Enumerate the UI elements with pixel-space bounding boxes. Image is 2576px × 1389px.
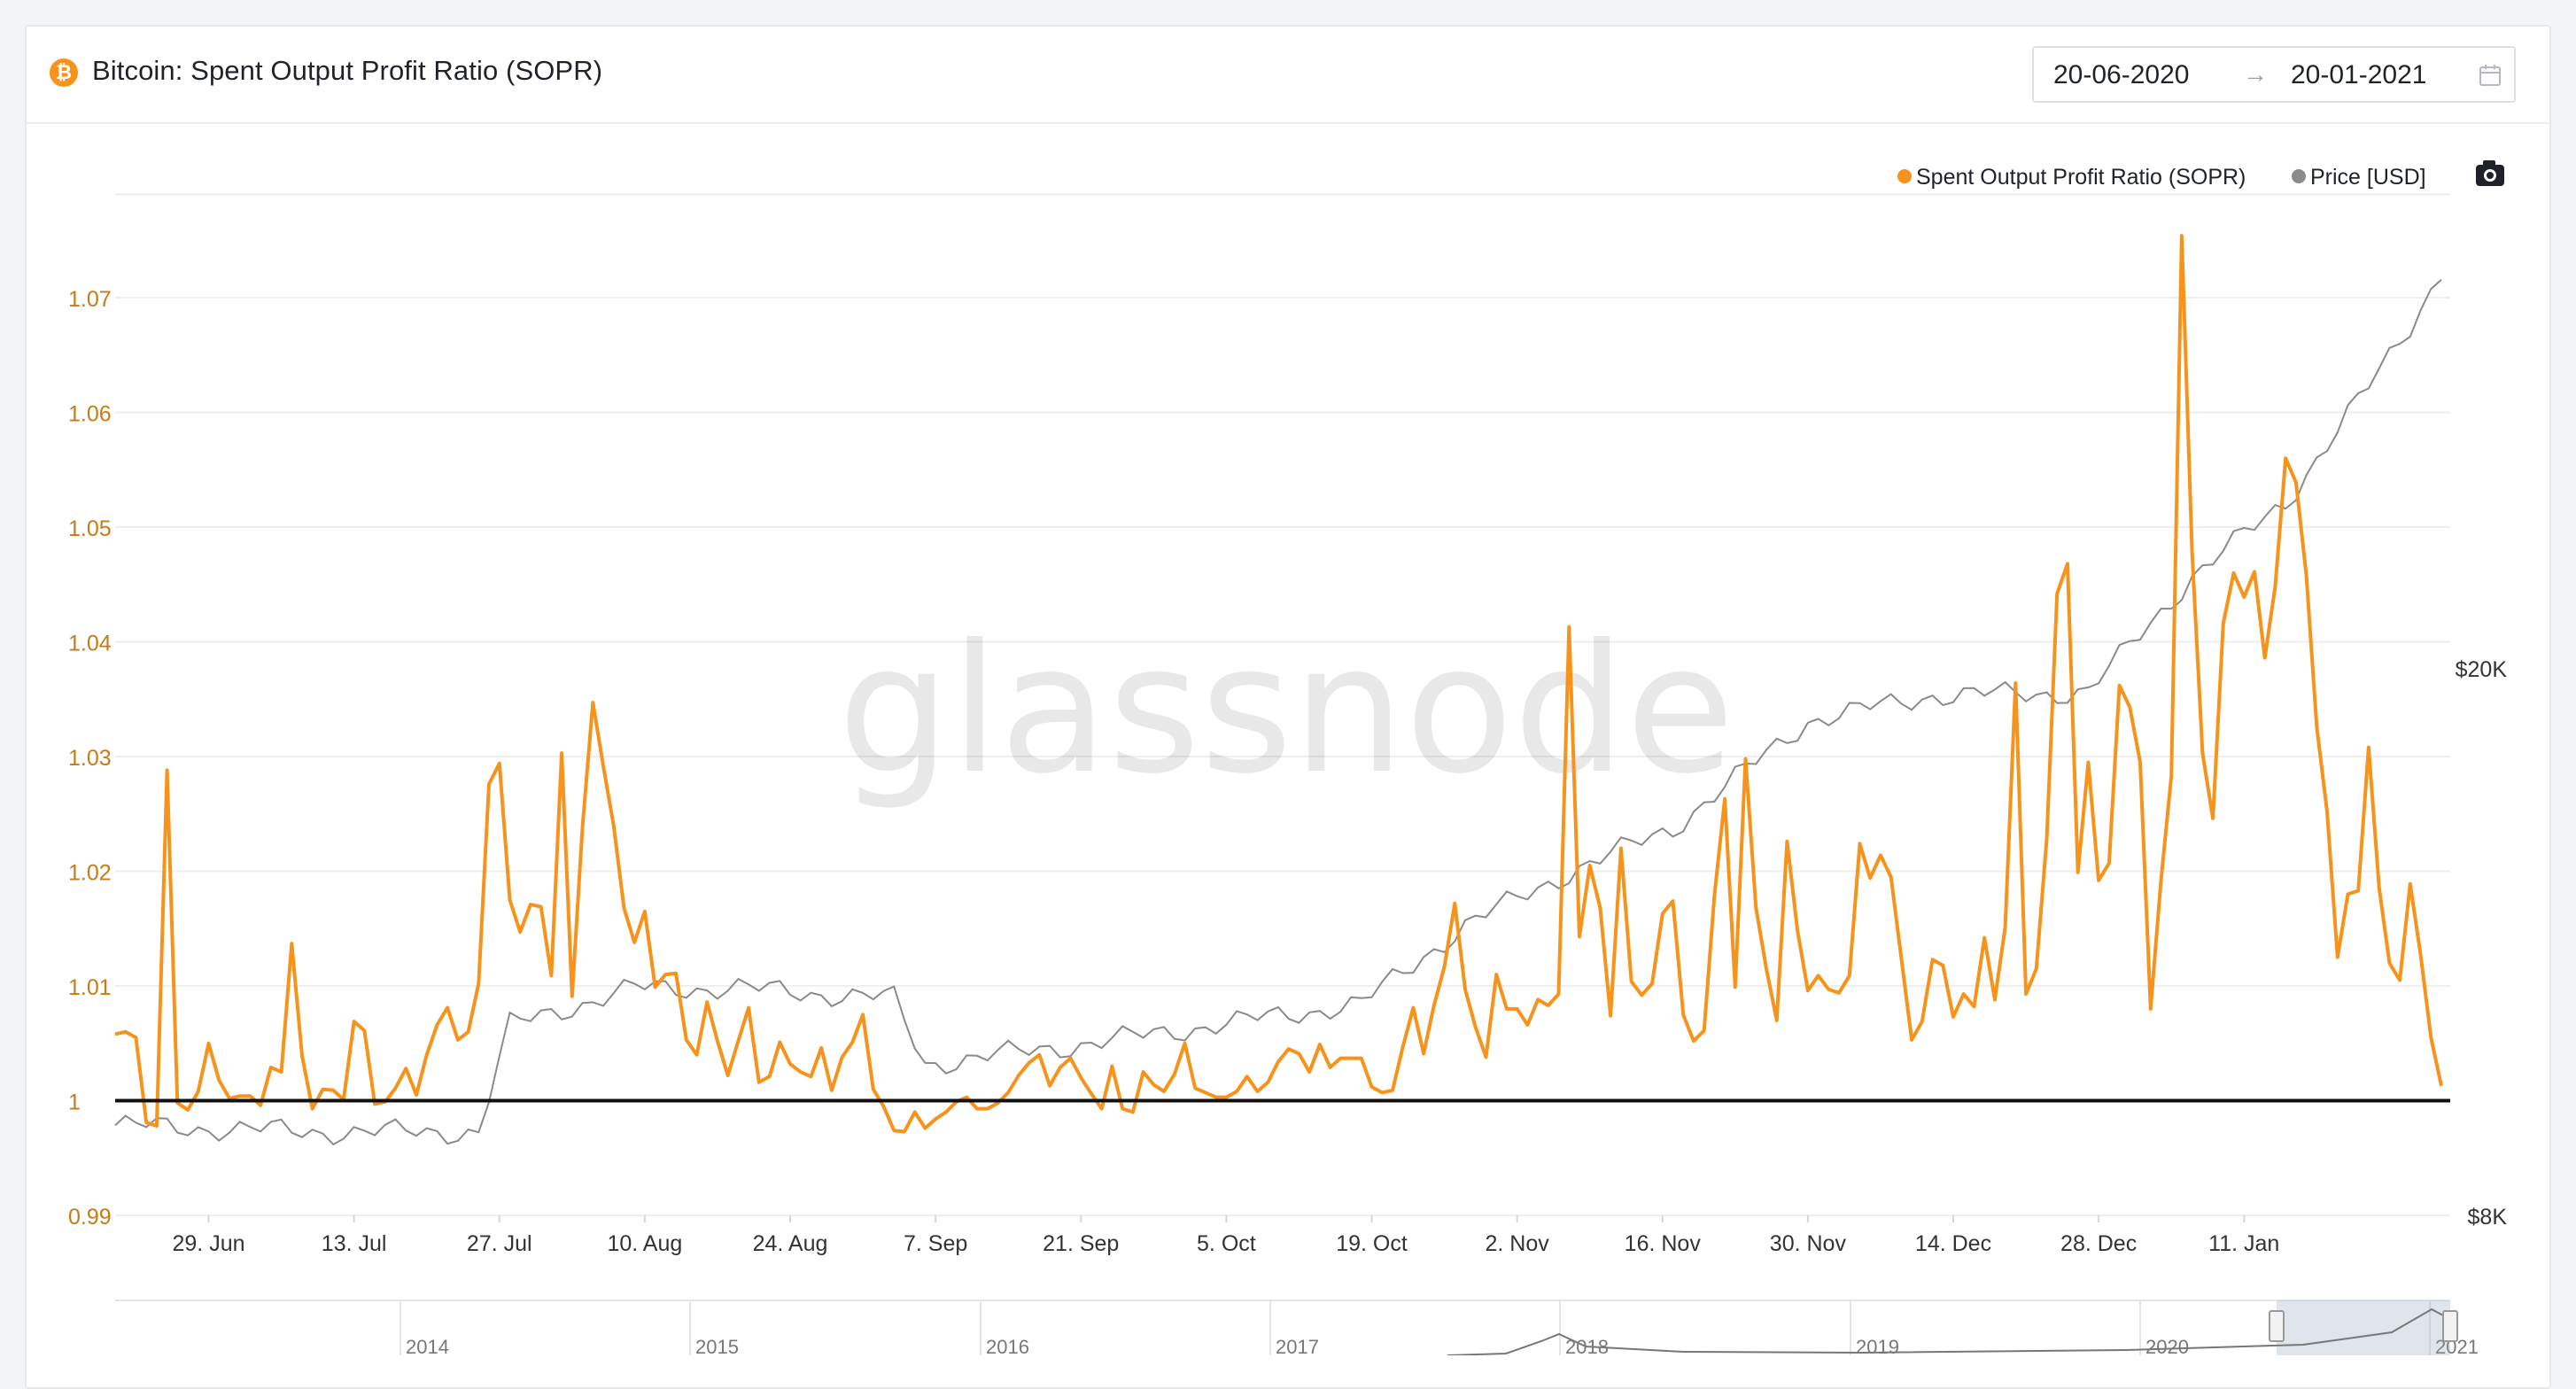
navigator-year-label: 2020: [2145, 1336, 2189, 1355]
bitcoin-icon: ₿: [50, 58, 78, 87]
date-range-picker[interactable]: 20-06-2020 → 20-01-2021: [2032, 46, 2516, 103]
y-axis-left: 0.99 1 1.01 1.02 1.03 1.04 1.05 1.06 1.07: [68, 287, 112, 1230]
navigator-year-label: 2019: [1856, 1336, 1899, 1355]
chart-grid: [115, 193, 2450, 1216]
x-tick-label: 13. Jul: [322, 1231, 387, 1256]
navigator-series: [1447, 1308, 2446, 1355]
navigator-year-label: 2018: [1565, 1336, 1609, 1355]
chart-title: Bitcoin: Spent Output Profit Ratio (SOPR…: [92, 55, 603, 86]
calendar-icon[interactable]: [2479, 64, 2502, 87]
x-tick-label: 28. Dec: [2060, 1231, 2137, 1256]
legend-marker: [1897, 169, 1912, 183]
navigator[interactable]: 2014 2015 2016 2017 2018 2019 2020 2021: [115, 1300, 2479, 1355]
legend-item-label[interactable]: Price [USD]: [2310, 165, 2426, 190]
date-from-input[interactable]: 20-06-2020: [2053, 60, 2190, 89]
navigator-year-label: 2016: [986, 1336, 1029, 1355]
y-axis-right: $8K $20K: [2456, 657, 2508, 1230]
navigator-handle-right[interactable]: [2442, 1310, 2458, 1342]
x-tick-label: 10. Aug: [607, 1231, 682, 1256]
date-to-input[interactable]: 20-01-2021: [2291, 60, 2427, 89]
navigator-handle-left[interactable]: [2269, 1310, 2285, 1342]
navigator-selection[interactable]: [2277, 1300, 2450, 1355]
x-tick-label: 30. Nov: [1770, 1231, 1847, 1256]
glassnode-watermark: glassnode: [838, 607, 1735, 813]
y-tick-label: 1.02: [68, 861, 112, 886]
x-tick-label: 19. Oct: [1336, 1231, 1408, 1256]
y-right-tick-label: $20K: [2456, 657, 2508, 682]
sopr-series: [114, 234, 2443, 1134]
x-tick-label: 5. Oct: [1197, 1231, 1256, 1256]
y-tick-label: 1: [68, 1090, 81, 1115]
y-tick-label: 0.99: [68, 1205, 112, 1230]
navigator-year-label: 2014: [406, 1336, 449, 1355]
legend-item-label[interactable]: Spent Output Profit Ratio (SOPR): [1916, 165, 2246, 190]
x-tick-label: 7. Sep: [904, 1231, 967, 1256]
x-tick-label: 11. Jan: [2208, 1231, 2279, 1256]
sopr-line: [114, 234, 2443, 1134]
x-tick-label: 24. Aug: [753, 1231, 828, 1256]
x-tick-label: 14. Dec: [1915, 1231, 1991, 1256]
arrow-right-icon: →: [2243, 60, 2268, 88]
y-tick-label: 1.04: [68, 632, 112, 656]
camera-icon[interactable]: [2476, 160, 2504, 186]
x-tick-label: 2. Nov: [1486, 1231, 1550, 1256]
x-tick-label: 27. Jul: [467, 1231, 532, 1256]
navigator-year-label: 2017: [1276, 1336, 1319, 1355]
sopr-chart[interactable]: glassnode 0.99 1 1.01 1.02 1.03 1.04 1.05 1.06 1…: [0, 0, 2576, 1355]
y-tick-label: 1.01: [68, 975, 112, 1000]
chart-header: ₿ Bitcoin: Spent Output Profit Ratio (SO…: [27, 27, 2549, 124]
y-tick-label: 1.05: [68, 516, 112, 541]
x-axis: 29. Jun 13. Jul 27. Jul 10. Aug 24. Aug 7. Se…: [173, 1215, 2279, 1256]
chart-legend: Spent Output Profit Ratio (SOPR) Price [U…: [1897, 165, 2426, 190]
y-right-tick-label: $8K: [2468, 1205, 2508, 1230]
y-tick-label: 1.03: [68, 746, 112, 771]
x-tick-label: 29. Jun: [173, 1231, 245, 1256]
navigator-year-label: 2015: [695, 1336, 739, 1355]
x-tick-label: 21. Sep: [1043, 1231, 1119, 1256]
y-tick-label: 1.07: [68, 287, 112, 312]
x-tick-label: 16. Nov: [1625, 1231, 1702, 1256]
y-tick-label: 1.06: [68, 402, 112, 427]
legend-marker: [2292, 169, 2306, 183]
